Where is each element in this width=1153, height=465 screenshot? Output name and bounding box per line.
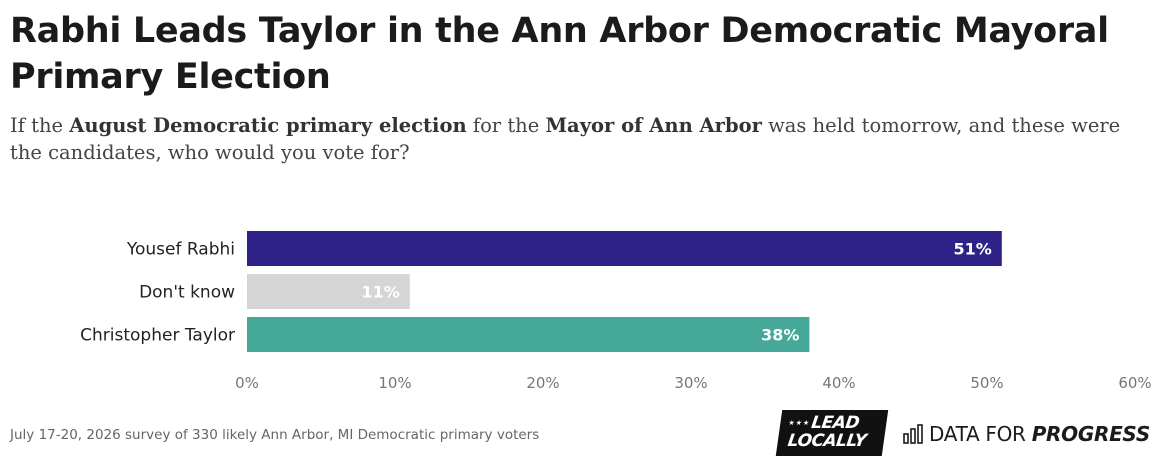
data-label: 11%: [362, 283, 400, 302]
bar: [247, 274, 410, 309]
data-label: 51%: [954, 240, 992, 259]
tick-label: 30%: [674, 374, 707, 392]
tick-label: 60%: [1118, 374, 1151, 392]
tick-label: 50%: [970, 374, 1003, 392]
category-label: Yousef Rabhi: [126, 240, 235, 260]
data-for-progress-logo: DATA FOR PROGRESS: [903, 420, 1150, 448]
category-label: Don't know: [139, 283, 235, 303]
chart-subtitle: If the August Democratic primary electio…: [10, 114, 1121, 164]
chart-title: Rabhi Leads Taylor in the Ann Arbor Demo…: [10, 11, 1109, 97]
data-for-progress-wordmark: DATA FOR PROGRESS: [929, 422, 1150, 446]
bar: [247, 231, 1002, 266]
category-label: Christopher Taylor: [80, 326, 235, 346]
tick-label: 10%: [378, 374, 411, 392]
data-label: 38%: [761, 326, 799, 345]
bar-chart: Yousef Rabhi 51% Don't know 11% Christopher …: [80, 231, 1152, 392]
survey-footnote: July 17-20, 2026 survey of 330 likely An…: [10, 427, 540, 443]
stars-icon: ★★★: [787, 420, 811, 427]
tick-label: 0%: [235, 374, 259, 392]
bar: [247, 317, 810, 352]
lead-locally-logo: ★★★ LEAD LOCALLY: [775, 410, 889, 456]
tick-label: 20%: [526, 374, 559, 392]
tick-label: 40%: [822, 374, 855, 392]
bar-chart-icon: [903, 424, 923, 444]
